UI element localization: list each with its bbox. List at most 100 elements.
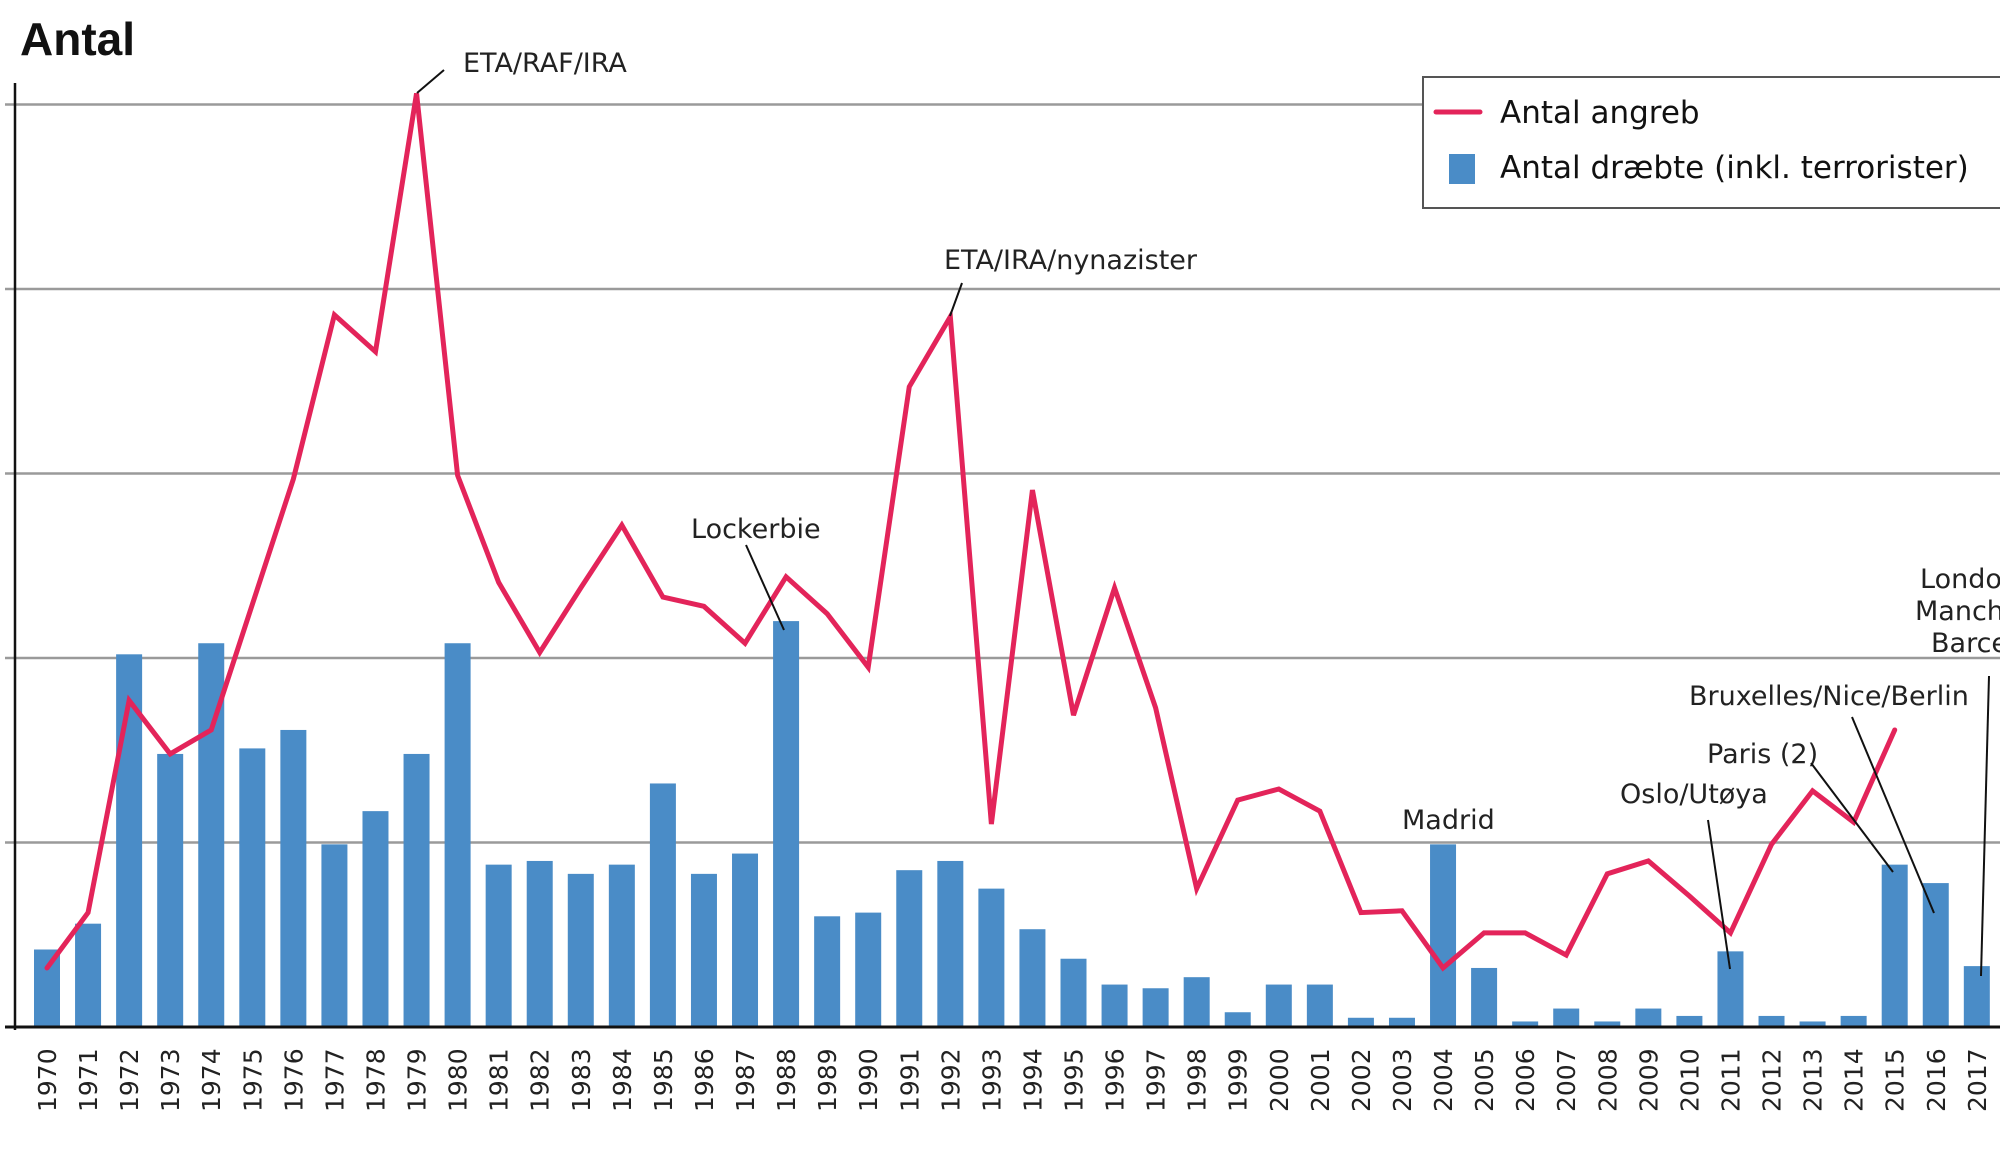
- x-tick-label: 1983: [567, 1048, 596, 1112]
- x-tick-label: 2004: [1429, 1048, 1458, 1112]
- bar-2009: [1635, 1008, 1662, 1027]
- bar-1995: [1060, 958, 1087, 1027]
- annotation-eta-ira-nynazister: ETA/IRA/nynazister: [944, 245, 1198, 276]
- annotation-london: London/: [1920, 564, 2000, 595]
- bar-2016: [1922, 883, 1949, 1027]
- x-tick-label: 1979: [403, 1048, 432, 1112]
- annotation-oslo-utoya: Oslo/Utøya: [1620, 779, 1768, 810]
- line-attacks: [44, 93, 1898, 972]
- x-tick-label: 1992: [936, 1048, 965, 1112]
- bar-1994: [1019, 929, 1046, 1027]
- x-tick-label: 2010: [1675, 1048, 1704, 1112]
- x-tick-label: 1974: [197, 1048, 226, 1112]
- legend-label-killed: Antal dræbte (inkl. terrorister): [1500, 150, 1969, 186]
- x-tick-label: 2015: [1881, 1048, 1910, 1112]
- bar-2002: [1347, 1017, 1374, 1027]
- bar-1971: [75, 923, 102, 1027]
- x-tick-label: 1997: [1142, 1048, 1171, 1112]
- x-tick-label: 1986: [690, 1048, 719, 1112]
- bar-2012: [1758, 1015, 1785, 1027]
- bar-1976: [280, 729, 307, 1027]
- annotation-eta-raf-ira: ETA/RAF/IRA: [463, 48, 627, 79]
- x-tick-label: 1993: [977, 1048, 1006, 1112]
- annotation-leader: [949, 282, 963, 317]
- legend-bar-swatch: [1449, 154, 1475, 184]
- annotation-leader: [416, 69, 445, 94]
- x-tick-label: 1995: [1060, 1048, 1089, 1112]
- bar-2014: [1840, 1015, 1867, 1027]
- x-tick-label: 2003: [1388, 1048, 1417, 1112]
- bar-1996: [1101, 984, 1128, 1027]
- annotation-barcelona: Barcelona: [1931, 628, 2000, 659]
- bar-2001: [1306, 984, 1333, 1027]
- x-tick-label: 2008: [1593, 1048, 1622, 1112]
- bar-1977: [321, 844, 348, 1027]
- annotation-leader: [1707, 819, 1731, 970]
- x-tick-label: 1989: [813, 1048, 842, 1112]
- x-tick-label: 2002: [1347, 1048, 1376, 1112]
- bar-2005: [1471, 967, 1498, 1027]
- x-tick-label: 2009: [1634, 1048, 1663, 1112]
- annotation-madrid: Madrid: [1402, 805, 1495, 836]
- x-tick-label: 1982: [526, 1048, 555, 1112]
- bar-1982: [526, 860, 553, 1027]
- bar-2000: [1265, 984, 1292, 1027]
- bar-1991: [896, 870, 923, 1027]
- x-tick-label: 1999: [1224, 1048, 1253, 1112]
- x-tick-label: 1980: [444, 1048, 473, 1112]
- bar-1999: [1224, 1012, 1251, 1027]
- bar-1988: [773, 621, 800, 1027]
- x-tick-label: 2013: [1799, 1048, 1828, 1112]
- bar-1973: [157, 753, 184, 1027]
- bar-1997: [1142, 988, 1169, 1027]
- bar-2017: [1963, 966, 1990, 1027]
- annotations: ETA/RAF/IRA ETA/IRA/nynazister Lockerbie…: [416, 48, 2000, 977]
- x-tick-label: 1987: [731, 1048, 760, 1112]
- x-tick-label: 1972: [115, 1048, 144, 1112]
- x-tick-label: 1977: [320, 1048, 349, 1112]
- x-tick-label: 2017: [1963, 1048, 1992, 1112]
- x-tick-label: 2012: [1758, 1048, 1787, 1112]
- bar-series: [34, 621, 1990, 1027]
- x-tick-label: 1971: [74, 1048, 103, 1112]
- bar-1998: [1183, 977, 1210, 1027]
- x-tick-labels: 1970 1971 1972 1973 1974 1975 1976 1977 1978 1979…: [33, 1048, 1992, 1112]
- x-tick-label: 1978: [361, 1048, 390, 1112]
- bar-1983: [567, 873, 594, 1027]
- bar-1990: [855, 912, 882, 1027]
- bar-2013: [1799, 1021, 1826, 1027]
- bar-1978: [362, 811, 389, 1027]
- bar-2008: [1594, 1021, 1621, 1027]
- gridlines: [5, 103, 2000, 844]
- x-tick-label: 2005: [1470, 1048, 1499, 1112]
- annotation-lockerbie: Lockerbie: [691, 514, 821, 545]
- annotation-manchester: Manchester/: [1915, 596, 2000, 627]
- annotation-bruxelles-nice-berlin: Bruxelles/Nice/Berlin: [1689, 681, 1969, 712]
- legend: Antal angreb Antal dræbte (inkl. terrori…: [1422, 76, 2000, 209]
- bar-1993: [978, 888, 1005, 1027]
- bar-1989: [814, 916, 841, 1027]
- x-tick-label: 2007: [1552, 1048, 1581, 1112]
- x-tick-label: 1991: [895, 1048, 924, 1112]
- annotation-leader: [1810, 762, 1894, 873]
- x-tick-label: 2006: [1511, 1048, 1540, 1112]
- annotation-leader: [1851, 716, 1935, 914]
- x-tick-label: 2000: [1265, 1048, 1294, 1112]
- bar-2007: [1553, 1008, 1580, 1027]
- x-tick-label: 1990: [854, 1048, 883, 1112]
- legend-label-attacks: Antal angreb: [1500, 95, 1700, 131]
- bar-2010: [1676, 1015, 1703, 1027]
- x-tick-label: 2011: [1716, 1048, 1745, 1112]
- annotation-leader: [1980, 675, 1990, 977]
- line-series: [44, 93, 1898, 972]
- x-tick-label: 1984: [608, 1048, 637, 1112]
- bar-1975: [239, 748, 266, 1027]
- bar-2015: [1881, 864, 1908, 1027]
- bar-2003: [1388, 1017, 1415, 1027]
- bar-2006: [1512, 1021, 1539, 1027]
- x-tick-label: 2014: [1840, 1048, 1869, 1112]
- x-tick-label: 2001: [1306, 1048, 1335, 1112]
- x-tick-label: 1975: [238, 1048, 267, 1112]
- legend-box: [1422, 76, 2000, 209]
